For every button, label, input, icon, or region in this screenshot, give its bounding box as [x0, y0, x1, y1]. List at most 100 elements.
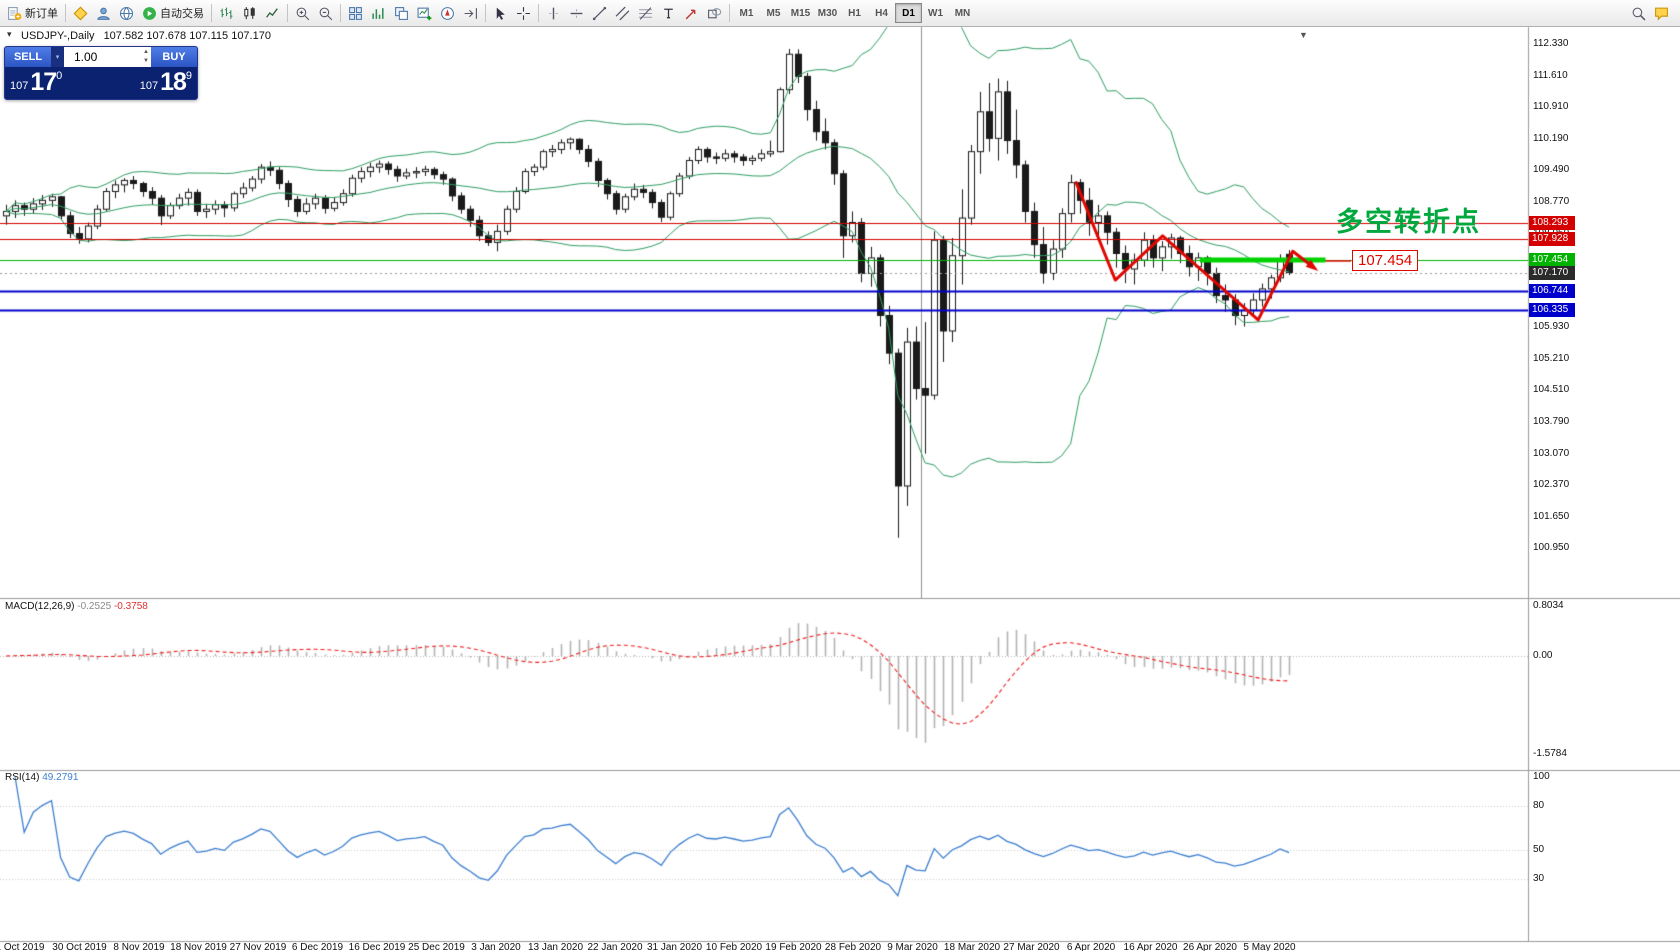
timeframe-h4-button[interactable]: H4	[875, 7, 888, 19]
crosshair-button[interactable]	[512, 2, 535, 24]
cursor-button[interactable]	[489, 2, 512, 24]
chart-symbol-period: USDJPY-,Daily	[21, 30, 95, 42]
price-tick: 102.370	[1533, 479, 1570, 491]
shapes-button[interactable]	[703, 2, 726, 24]
objects-list-button[interactable]	[390, 2, 413, 24]
buy-price-base: 107	[139, 80, 159, 92]
date-label: 28 Feb 2020	[824, 942, 882, 951]
candle-chart-button[interactable]	[238, 2, 261, 24]
macd-main-value: -0.2525	[77, 601, 112, 612]
zoom-out-button[interactable]	[314, 2, 337, 24]
timeframe-mn-button[interactable]: MN	[954, 7, 971, 19]
price-tick: 109.490	[1533, 163, 1570, 175]
accounts-button[interactable]	[69, 2, 92, 24]
chat-button[interactable]	[1650, 2, 1673, 24]
community-button[interactable]	[115, 2, 138, 24]
toolbar-timeframes: M1 M5 M15 M30 H1 H4 D1 W1 MN	[733, 3, 976, 23]
horizontal-line-button[interactable]	[565, 2, 588, 24]
zoom-in-button[interactable]	[291, 2, 314, 24]
tile-windows-button[interactable]	[344, 2, 367, 24]
sell-price-sup: 0	[56, 70, 63, 82]
rsi-name: RSI(14)	[5, 772, 40, 783]
date-label: 8 Nov 2019	[113, 942, 165, 951]
navigator-button[interactable]	[436, 2, 459, 24]
trendline-button[interactable]	[588, 2, 611, 24]
buy-price-big: 18	[160, 68, 187, 96]
chart-title: USDJPY-,Daily 107.582 107.678 107.115 107…	[21, 30, 271, 42]
one-click-collapse-button[interactable]: ▾	[7, 29, 12, 39]
toolbar-separator	[65, 4, 66, 22]
volume-down-icon[interactable]: ▼	[143, 58, 149, 64]
toolbar-separator	[729, 4, 730, 22]
chart-shift-button[interactable]	[459, 2, 482, 24]
date-label: 10 Feb 2020	[705, 942, 763, 951]
equidistant-channel-button[interactable]	[611, 2, 634, 24]
sell-price-big: 17	[30, 68, 57, 96]
toolbar-separator	[538, 4, 539, 22]
date-label: 3 Jan 2020	[471, 942, 521, 951]
toolbar: 新订单 自动交易 M1 M5 M15 M30 H1 H4 D1 W1 MN	[0, 0, 1680, 27]
new-order-button[interactable]: 新订单	[3, 2, 62, 24]
rsi-label: RSI(14) 49.2791	[5, 772, 78, 783]
volume-input[interactable]: 1.00 ▲ ▼	[64, 47, 151, 67]
toolbar-right	[1627, 2, 1677, 24]
date-axis: 1 Oct 2019 30 Oct 2019 8 Nov 2019 18 Nov 20…	[0, 942, 1528, 951]
price-tick: 108.770	[1533, 195, 1570, 207]
timeframe-h1-button[interactable]: H1	[848, 7, 861, 19]
sell-price-base: 107	[10, 80, 29, 92]
indicators-button[interactable]	[367, 2, 390, 24]
buy-button[interactable]: BUY	[151, 47, 197, 67]
price-tick: 111.610	[1533, 69, 1568, 81]
fibonacci-button[interactable]	[634, 2, 657, 24]
chart-ohlc-values: 107.582 107.678 107.115 107.170	[103, 30, 271, 42]
line-chart-button[interactable]	[261, 2, 284, 24]
price-level-chip: 106.335	[1529, 302, 1575, 317]
arrows-button[interactable]	[680, 2, 703, 24]
sell-price[interactable]: 107 17 0	[10, 68, 62, 96]
macd-signal-value: -0.3758	[113, 601, 148, 612]
timeframe-w1-button[interactable]: W1	[928, 7, 943, 19]
timeframe-d1-button[interactable]: D1	[895, 3, 922, 23]
date-label: 22 Jan 2020	[587, 942, 643, 951]
timeframe-m30-button[interactable]: M30	[817, 7, 838, 19]
autotrading-button-label: 自动交易	[160, 8, 204, 20]
text-label-button[interactable]	[657, 2, 680, 24]
date-label: 27 Nov 2019	[229, 942, 287, 951]
price-tick: 100.950	[1533, 541, 1570, 553]
date-label: 25 Dec 2019	[408, 942, 465, 951]
volume-value: 1.00	[74, 50, 98, 64]
date-label: 30 Oct 2019	[52, 942, 107, 951]
volume-stepper[interactable]: ▲ ▼	[143, 48, 149, 66]
new-chart-button[interactable]	[413, 2, 436, 24]
one-click-trade-panel: SELL ▾ 1.00 ▲ ▼ BUY 107 17 0 107 18 9	[4, 46, 198, 100]
autotrading-button[interactable]: 自动交易	[138, 2, 208, 24]
price-level-chip: 107.170	[1529, 265, 1575, 280]
search-button[interactable]	[1627, 2, 1650, 24]
trade-menu-button[interactable]: ▾	[51, 47, 64, 67]
price-callout: 107.454	[1352, 250, 1419, 271]
price-tick: 103.790	[1533, 416, 1570, 428]
toolbar-separator	[340, 4, 341, 22]
new-order-button-label: 新订单	[25, 8, 58, 20]
price-level-chip: 108.293	[1529, 215, 1575, 230]
buy-price[interactable]: 107 18 9	[140, 68, 192, 96]
timeframe-m15-button[interactable]: M15	[790, 7, 811, 19]
date-label: 9 Mar 2020	[887, 942, 938, 951]
bar-chart-button[interactable]	[215, 2, 238, 24]
timeframe-m1-button[interactable]: M1	[739, 7, 754, 19]
buy-price-sup: 9	[185, 70, 192, 82]
vertical-line-button[interactable]	[542, 2, 565, 24]
date-label: 6 Apr 2020	[1066, 942, 1116, 951]
profiles-button[interactable]	[92, 2, 115, 24]
volume-up-icon[interactable]: ▲	[143, 49, 149, 55]
price-tick: 103.070	[1533, 448, 1570, 460]
sell-button[interactable]: SELL	[5, 47, 51, 67]
macd-name: MACD(12,26,9)	[5, 601, 75, 612]
macd-axis-label: 0.8034	[1533, 600, 1564, 612]
macd-axis-label: 0.00	[1533, 650, 1553, 661]
scroll-to-end-icon[interactable]: ▼	[1299, 30, 1308, 40]
date-label: 26 Apr 2020	[1183, 942, 1237, 951]
timeframe-m5-button[interactable]: M5	[766, 7, 781, 19]
